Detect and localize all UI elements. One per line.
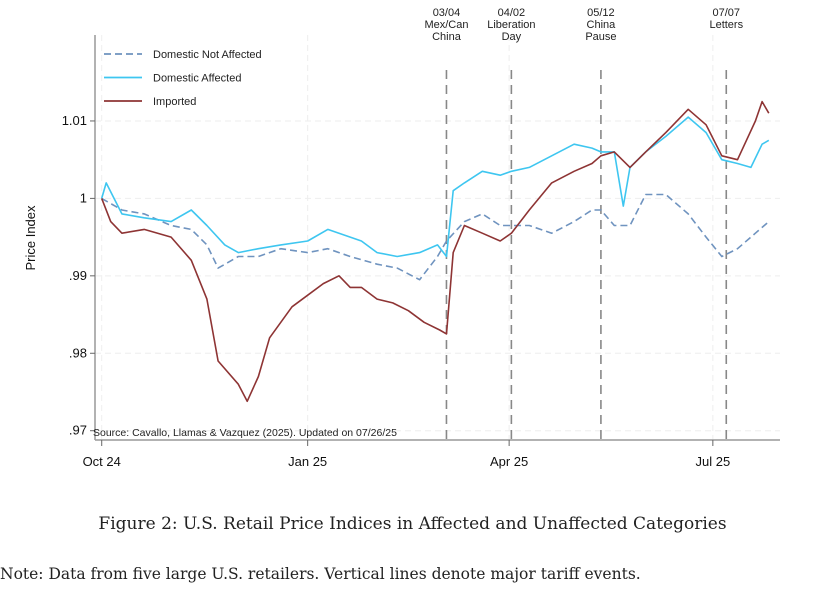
series-line-domestic-not-affected [101, 193, 770, 281]
event-label: Pause [585, 31, 616, 43]
legend-label: Domestic Affected [153, 73, 241, 85]
figure-caption: Figure 2: U.S. Retail Price Indices in A… [98, 514, 727, 534]
event-label: 04/02 [498, 7, 526, 19]
series-line-imported [100, 100, 770, 403]
y-tick-label: .98 [69, 345, 87, 360]
axes: .97 .98 .99 1 1.01 Oct 24 Jan 25 Apr 25 Jul 25 [62, 35, 780, 469]
event-label: 07/07 [713, 7, 741, 19]
x-tick-label: Jul 25 [695, 454, 730, 469]
source-note: Source: Cavallo, Llamas & Vazquez (2025)… [93, 427, 397, 439]
event-label: Mex/Can [424, 19, 468, 31]
event-label: Letters [709, 19, 743, 31]
price-index-chart: 03/04Mex/CanChina04/02LiberationDay05/12… [23, 7, 780, 469]
y-axis-label: Price Index [23, 205, 38, 271]
event-label: China [587, 19, 617, 31]
event-label: China [432, 31, 462, 43]
event-label: 05/12 [587, 7, 615, 19]
legend-label: Domestic Not Affected [153, 49, 262, 61]
event-lines: 03/04Mex/CanChina04/02LiberationDay05/12… [424, 7, 744, 440]
y-tick-label: 1.01 [62, 113, 87, 128]
figure-note: Note: Data from five large U.S. retailer… [0, 565, 641, 583]
event-label: Day [502, 31, 522, 43]
x-tick-label: Apr 25 [490, 454, 528, 469]
y-tick-label: .97 [69, 423, 87, 438]
x-tick-label: Jan 25 [288, 454, 327, 469]
x-tick-label: Oct 24 [83, 454, 121, 469]
series-lines [100, 100, 770, 403]
legend-label: Imported [153, 96, 196, 108]
y-tick-label: .99 [69, 268, 87, 283]
legend: Domestic Not Affected Domestic Affected Im… [104, 49, 262, 108]
y-tick-label: 1 [80, 190, 87, 205]
event-label: Liberation [487, 19, 535, 31]
series-line-domestic-affected [100, 116, 770, 258]
event-label: 03/04 [433, 7, 461, 19]
grid-lines [95, 35, 780, 440]
